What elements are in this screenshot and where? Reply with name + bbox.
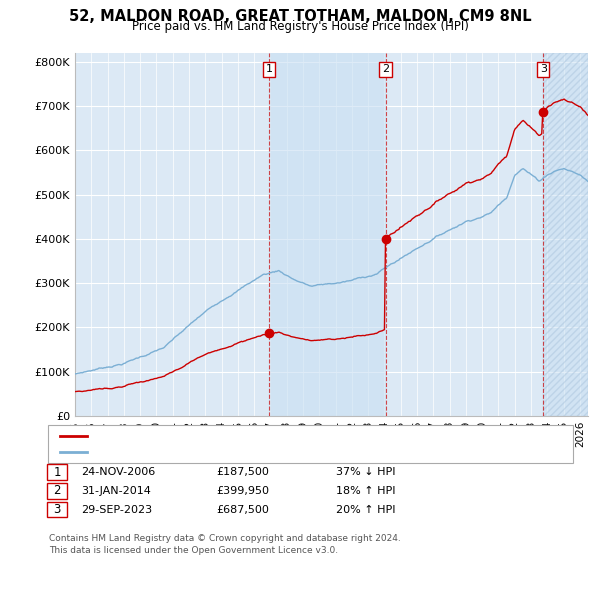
Text: 3: 3 xyxy=(540,64,547,74)
Text: 29-SEP-2023: 29-SEP-2023 xyxy=(81,505,152,514)
Text: 24-NOV-2006: 24-NOV-2006 xyxy=(81,467,155,477)
Text: £187,500: £187,500 xyxy=(216,467,269,477)
Text: 52, MALDON ROAD, GREAT TOTHAM, MALDON, CM9 8NL (detached house): 52, MALDON ROAD, GREAT TOTHAM, MALDON, C… xyxy=(93,431,481,441)
Text: Contains HM Land Registry data © Crown copyright and database right 2024.: Contains HM Land Registry data © Crown c… xyxy=(49,534,401,543)
Bar xyxy=(269,53,386,416)
Text: 31-JAN-2014: 31-JAN-2014 xyxy=(81,486,151,496)
Text: Price paid vs. HM Land Registry's House Price Index (HPI): Price paid vs. HM Land Registry's House … xyxy=(131,20,469,33)
Text: 1: 1 xyxy=(265,64,272,74)
Text: 1: 1 xyxy=(53,466,61,478)
Text: 2: 2 xyxy=(382,64,389,74)
Text: HPI: Average price, detached house, Maldon: HPI: Average price, detached house, Mald… xyxy=(93,447,324,457)
Text: This data is licensed under the Open Government Licence v3.0.: This data is licensed under the Open Gov… xyxy=(49,546,338,555)
Text: 52, MALDON ROAD, GREAT TOTHAM, MALDON, CM9 8NL: 52, MALDON ROAD, GREAT TOTHAM, MALDON, C… xyxy=(68,9,532,24)
Text: 18% ↑ HPI: 18% ↑ HPI xyxy=(336,486,395,496)
Text: 3: 3 xyxy=(53,503,61,516)
Text: £399,950: £399,950 xyxy=(216,486,269,496)
Text: 37% ↓ HPI: 37% ↓ HPI xyxy=(336,467,395,477)
Text: £687,500: £687,500 xyxy=(216,505,269,514)
Text: 20% ↑ HPI: 20% ↑ HPI xyxy=(336,505,395,514)
Text: 2: 2 xyxy=(53,484,61,497)
Bar xyxy=(543,53,588,416)
